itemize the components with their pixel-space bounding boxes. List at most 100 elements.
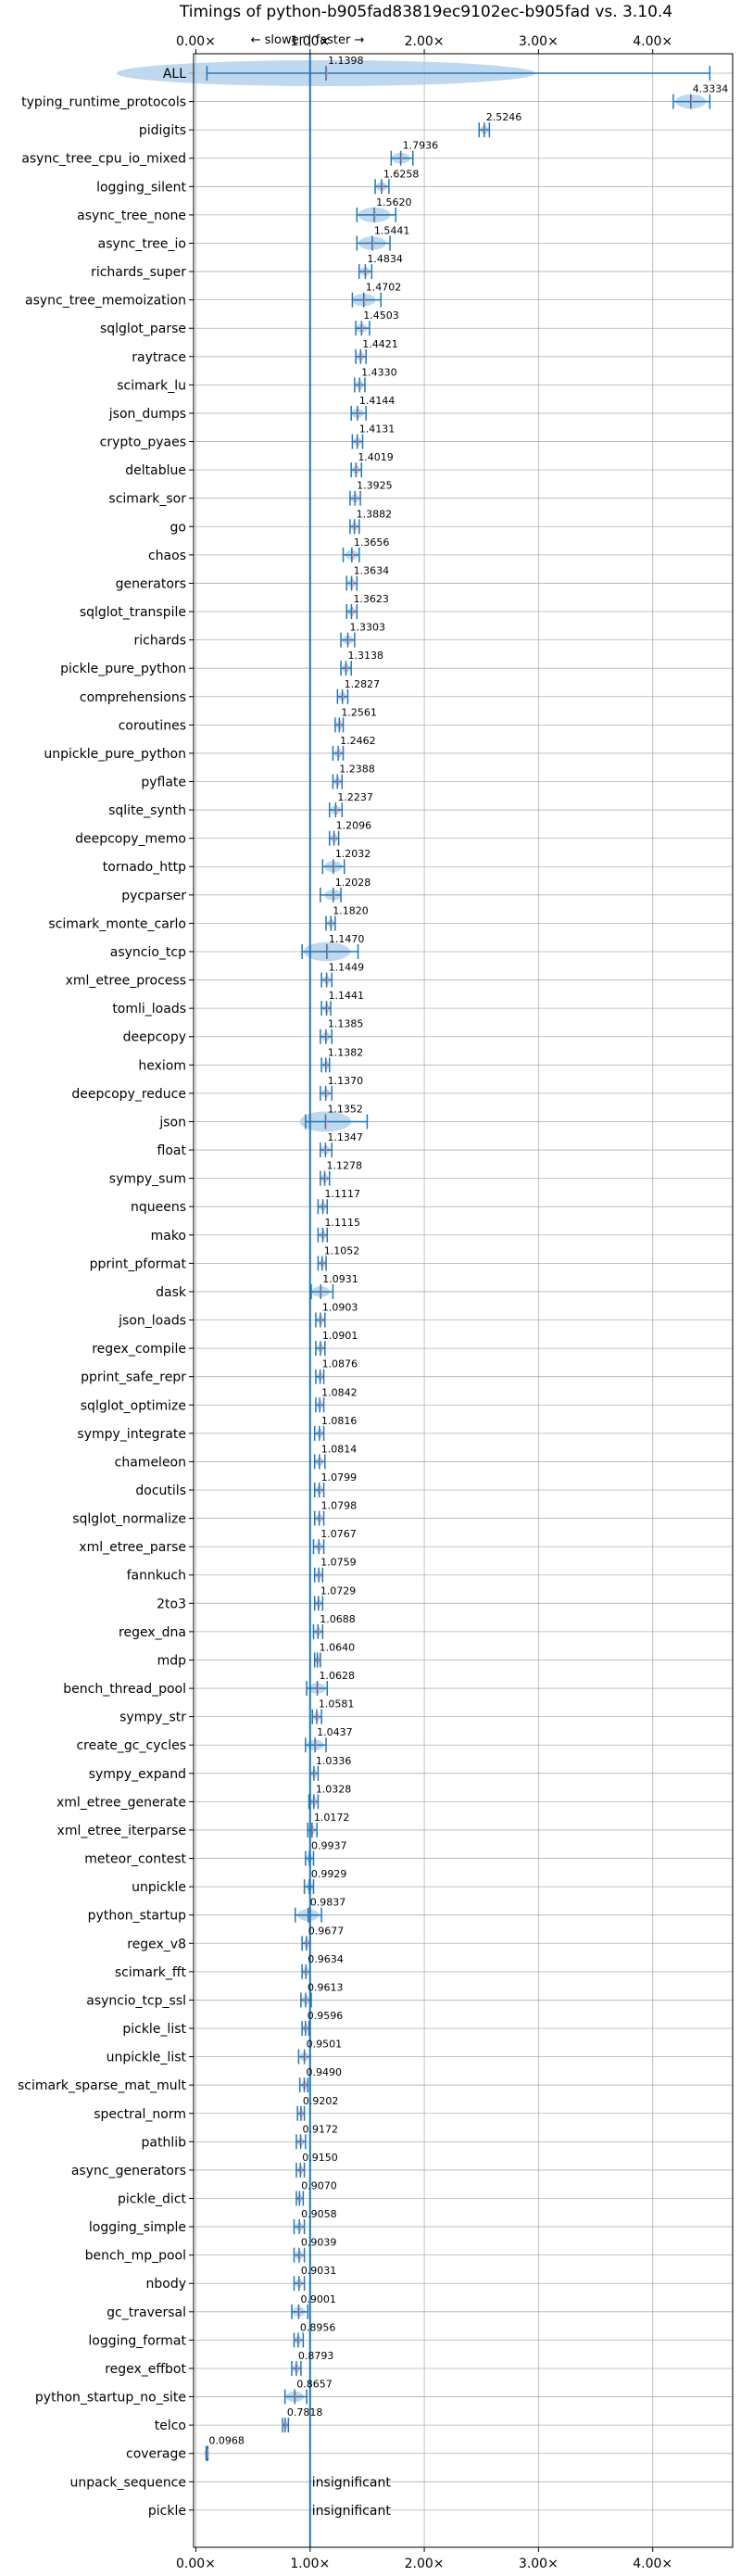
category-label: xml_etree_parse — [79, 1540, 186, 1555]
value-label: 1.0799 — [321, 1471, 358, 1484]
value-label: 1.1449 — [329, 962, 365, 974]
value-label: 1.5441 — [374, 224, 410, 236]
value-label: 1.0688 — [320, 1613, 356, 1625]
value-label: 0.9202 — [303, 2095, 339, 2107]
value-label: 1.1352 — [327, 1103, 363, 1115]
category-label: deltablue — [125, 463, 186, 478]
category-label: pathlib — [142, 2135, 187, 2150]
value-label: 1.2388 — [339, 764, 375, 776]
value-label: 1.0798 — [321, 1500, 358, 1512]
insignificant-label: insignificant — [312, 2475, 392, 2490]
plot-frame — [193, 53, 734, 2548]
category-label: gc_traversal — [107, 2305, 186, 2320]
category-label: async_generators — [71, 2164, 186, 2178]
chart-labels: 0.00× 0.00× 1.00× 1.00× 2.00× 2.00× 3.00× 3.00×… — [18, 34, 728, 2571]
value-label: 0.8657 — [296, 2379, 333, 2391]
category-label: hexiom — [138, 1058, 186, 1073]
value-label: 0.8956 — [300, 2321, 336, 2333]
value-label: 1.2827 — [345, 678, 381, 690]
value-label: 0.8793 — [298, 2350, 334, 2362]
category-label: nqueens — [131, 1200, 186, 1215]
value-label: 0.7818 — [287, 2406, 323, 2418]
category-label: asyncio_tcp — [110, 945, 186, 960]
value-label: 1.0767 — [320, 1528, 357, 1540]
value-label: 1.3925 — [357, 480, 393, 492]
category-label: sympy_integrate — [77, 1427, 186, 1442]
x-tick-label-top: 0.00× — [176, 34, 216, 49]
x-tick-label-bottom: 4.00× — [633, 2557, 672, 2571]
category-label: mdp — [157, 1653, 187, 1668]
value-label: 0.9070 — [301, 2180, 337, 2192]
category-label: scimark_fft — [115, 1965, 187, 1980]
value-label: 1.1470 — [329, 933, 365, 945]
value-label: 1.3656 — [354, 537, 390, 549]
category-label: regex_v8 — [127, 1937, 186, 1951]
value-label: 1.4019 — [358, 451, 394, 463]
category-label: pickle — [148, 2504, 186, 2519]
value-label: 0.0968 — [208, 2435, 245, 2447]
category-label: sympy_expand — [89, 1767, 186, 1782]
value-label: 1.0581 — [319, 1698, 355, 1711]
value-label: 0.9929 — [311, 1868, 347, 1880]
direction-label: ← slower | faster → — [251, 33, 365, 47]
value-label: 1.2462 — [340, 735, 376, 747]
value-label: 0.9031 — [301, 2265, 337, 2277]
x-tick-label-top: 2.00× — [405, 34, 445, 49]
category-label: json_loads — [118, 1314, 186, 1329]
category-label: deepcopy_memo — [75, 832, 186, 847]
value-label: 1.0172 — [314, 1812, 350, 1824]
category-label: chaos — [148, 549, 186, 563]
category-label: async_tree_none — [77, 208, 186, 223]
chart-title: Timings of python-b905fad83819ec9102ec-b… — [179, 3, 672, 21]
value-label: 1.1385 — [328, 1018, 364, 1030]
category-label: unpickle — [132, 1880, 186, 1895]
value-label: 0.9490 — [306, 2066, 342, 2078]
category-label: docutils — [135, 1484, 186, 1498]
value-label: 1.0759 — [320, 1557, 357, 1569]
category-label: bench_thread_pool — [63, 1682, 186, 1697]
value-label: 0.9501 — [307, 2039, 343, 2051]
x-tick-label-bottom: 3.00× — [519, 2557, 559, 2571]
value-label: 1.0729 — [320, 1585, 357, 1597]
category-label: xml_etree_process — [66, 974, 186, 989]
category-label: unpickle_list — [107, 2051, 187, 2065]
category-label: regex_compile — [92, 1342, 186, 1357]
category-label: sqlite_synth — [108, 803, 186, 818]
category-label: go — [170, 520, 186, 535]
value-label: 0.9596 — [308, 2010, 344, 2022]
category-label: pprint_safe_repr — [81, 1370, 186, 1385]
category-label: async_tree_memoization — [25, 294, 186, 309]
value-label: 1.1278 — [327, 1160, 363, 1172]
value-label: 0.9937 — [311, 1840, 347, 1852]
x-tick-label-bottom: 0.00× — [176, 2557, 216, 2571]
value-label: 1.1117 — [325, 1188, 361, 1200]
category-label: tornado_http — [103, 860, 186, 875]
category-label: pidigits — [139, 123, 186, 138]
category-label: async_tree_io — [98, 236, 186, 251]
grid — [189, 49, 733, 2552]
value-label: 0.9634 — [308, 1953, 344, 1965]
category-label: richards — [134, 634, 187, 649]
chart-marks — [116, 54, 711, 2547]
value-label: 1.1441 — [329, 990, 365, 1002]
value-label: 1.0336 — [316, 1755, 352, 1767]
value-label: 0.9837 — [310, 1897, 346, 1909]
category-label: deepcopy_reduce — [71, 1087, 186, 1102]
value-label: 1.0640 — [320, 1641, 356, 1653]
category-label: mako — [151, 1229, 186, 1244]
category-label: scimark_sor — [108, 492, 186, 507]
value-label: 1.1398 — [328, 55, 364, 67]
category-label: sympy_sum — [109, 1172, 186, 1187]
category-label: deepcopy — [123, 1030, 186, 1045]
category-label: fannkuch — [127, 1569, 186, 1584]
value-label: 1.3634 — [354, 564, 390, 576]
value-label: 1.0931 — [322, 1273, 358, 1285]
category-label: pickle_list — [122, 2022, 186, 2037]
category-label: logging_silent — [96, 180, 186, 195]
value-label: 1.4702 — [366, 282, 402, 294]
value-label: 0.9001 — [300, 2293, 336, 2305]
category-label: async_tree_cpu_io_mixed — [21, 152, 186, 167]
value-label: 1.1347 — [327, 1131, 363, 1143]
value-label: 1.0901 — [322, 1330, 358, 1342]
value-label: 1.4144 — [359, 395, 396, 407]
